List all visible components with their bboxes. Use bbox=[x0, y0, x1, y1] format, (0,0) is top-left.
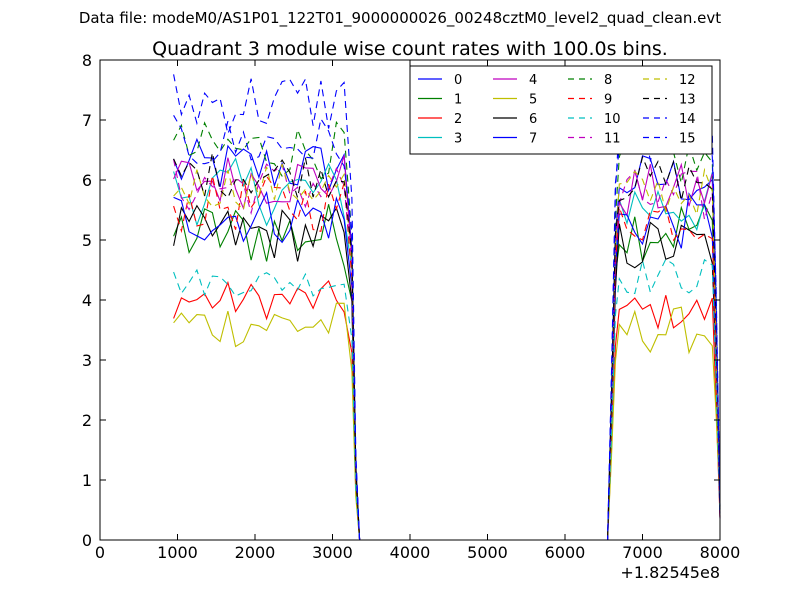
x-tick-label: 2000 bbox=[235, 543, 276, 562]
legend-label-6: 6 bbox=[529, 112, 537, 127]
y-tick-label: 2 bbox=[82, 411, 92, 430]
x-tick-label: 1000 bbox=[157, 543, 198, 562]
x-tick-label: 5000 bbox=[467, 543, 508, 562]
series-line-8 bbox=[173, 120, 721, 541]
x-tick-label: 8000 bbox=[700, 543, 741, 562]
legend-label-8: 8 bbox=[604, 73, 612, 88]
legend-label-2: 2 bbox=[454, 112, 462, 127]
legend-label-11: 11 bbox=[604, 132, 621, 147]
legend-label-9: 9 bbox=[604, 93, 612, 108]
y-tick-label: 8 bbox=[82, 51, 92, 70]
legend-label-12: 12 bbox=[679, 73, 696, 88]
series-line-14 bbox=[173, 74, 721, 541]
series-line-4 bbox=[173, 155, 721, 541]
series-line-1 bbox=[173, 203, 721, 541]
series-line-5 bbox=[173, 302, 721, 541]
x-tick-label: 6000 bbox=[545, 543, 586, 562]
legend-label-14: 14 bbox=[679, 112, 696, 127]
series-line-7 bbox=[173, 190, 721, 541]
y-tick-label: 6 bbox=[82, 171, 92, 190]
legend-label-15: 15 bbox=[679, 132, 696, 147]
y-tick-label: 3 bbox=[82, 351, 92, 370]
x-tick-label: 7000 bbox=[622, 543, 663, 562]
x-tick-label: 3000 bbox=[312, 543, 353, 562]
x-tick-label: 0 bbox=[95, 543, 105, 562]
legend-label-7: 7 bbox=[529, 132, 537, 147]
y-tick-label: 1 bbox=[82, 471, 92, 490]
x-axis-offset-label: +1.82545e8 bbox=[620, 563, 720, 582]
legend-label-1: 1 bbox=[454, 93, 462, 108]
legend-label-10: 10 bbox=[604, 112, 621, 127]
series-line-2 bbox=[173, 280, 721, 541]
series-line-6 bbox=[173, 204, 721, 541]
legend-label-0: 0 bbox=[454, 73, 462, 88]
series-line-9 bbox=[173, 175, 721, 541]
x-axis: 0 1000 2000 3000 4000 5000 6000 7000 8000 bbox=[95, 60, 740, 562]
x-tick-label: 4000 bbox=[390, 543, 431, 562]
y-tick-label: 4 bbox=[82, 291, 92, 310]
legend-label-3: 3 bbox=[454, 132, 462, 147]
legend-label-4: 4 bbox=[529, 73, 537, 88]
y-tick-label: 7 bbox=[82, 111, 92, 130]
legend-label-5: 5 bbox=[529, 93, 537, 108]
y-tick-label: 0 bbox=[82, 531, 92, 550]
series-line-13 bbox=[173, 152, 721, 541]
legend-frame bbox=[409, 65, 713, 155]
legend-label-13: 13 bbox=[679, 93, 696, 108]
series-line-3 bbox=[173, 157, 721, 541]
chart-title: Quadrant 3 module wise count rates with … bbox=[152, 38, 668, 60]
y-tick-label: 5 bbox=[82, 231, 92, 250]
figure-suptitle: Data file: modeM0/AS1P01_122T01_90000000… bbox=[79, 9, 721, 28]
series-line-12 bbox=[173, 163, 721, 541]
series-line-10 bbox=[173, 258, 721, 541]
